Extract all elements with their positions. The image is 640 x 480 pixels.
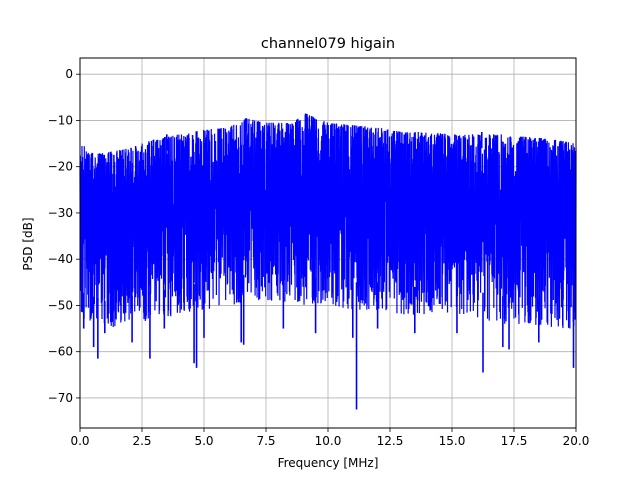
x-axis-label: Frequency [MHz]: [278, 456, 379, 470]
chart-title: channel079 higain: [261, 36, 395, 52]
x-tick-label: 20.0: [563, 434, 590, 448]
x-tick-label: 10.0: [315, 434, 342, 448]
x-tick-label: 17.5: [501, 434, 528, 448]
psd-trace: [79, 113, 577, 329]
x-tick-label: 7.5: [256, 434, 275, 448]
psd-series: [79, 113, 577, 410]
y-tick-label: −10: [48, 113, 73, 127]
y-tick-label: −60: [48, 345, 73, 359]
y-tick-label: −50: [48, 298, 73, 312]
x-tick-label: 5.0: [194, 434, 213, 448]
y-tick-label: −40: [48, 252, 73, 266]
y-tick-label: −70: [48, 391, 73, 405]
x-axis: 0.0 2.5 5.0 7.5 10.0 12.5 15.0 17.5 20.0: [70, 428, 589, 448]
x-tick-label: 12.5: [377, 434, 404, 448]
y-tick-label: −20: [48, 160, 73, 174]
y-tick-label: −30: [48, 206, 73, 220]
x-tick-label: 0.0: [70, 434, 89, 448]
y-tick-label: 0: [65, 67, 73, 81]
y-axis-label: PSD [dB]: [21, 217, 35, 270]
x-tick-label: 15.0: [439, 434, 466, 448]
y-axis: 0 −10 −20 −30 −40 −50 −60 −70: [48, 67, 80, 405]
x-tick-label: 2.5: [132, 434, 151, 448]
